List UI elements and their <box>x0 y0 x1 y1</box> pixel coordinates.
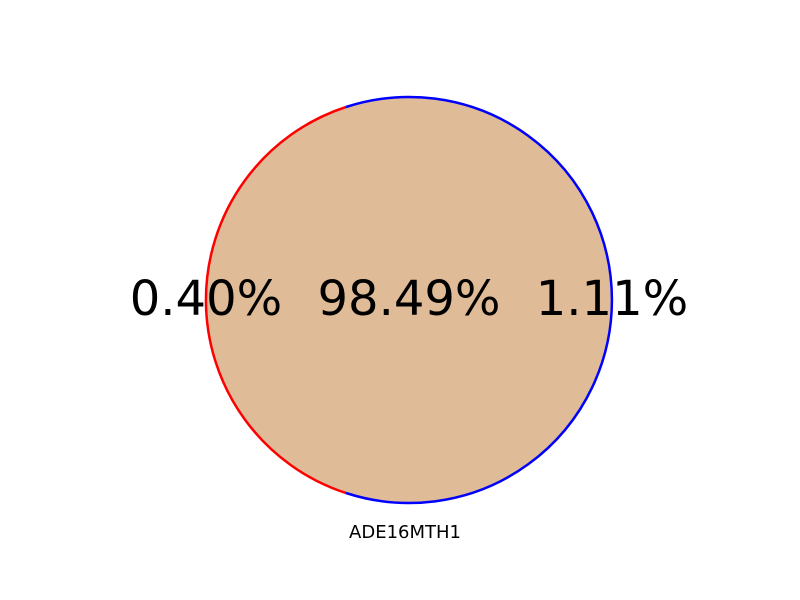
set-label: ADE16MTH1 <box>349 522 461 543</box>
overlap-region <box>206 97 612 503</box>
overlap-label: 98.49% <box>317 271 500 327</box>
right-set-outline <box>345 95 614 505</box>
right-only-label: 1.11% <box>536 271 688 327</box>
left-only-label: 0.40% <box>130 271 282 327</box>
left-set-outline <box>204 105 347 495</box>
